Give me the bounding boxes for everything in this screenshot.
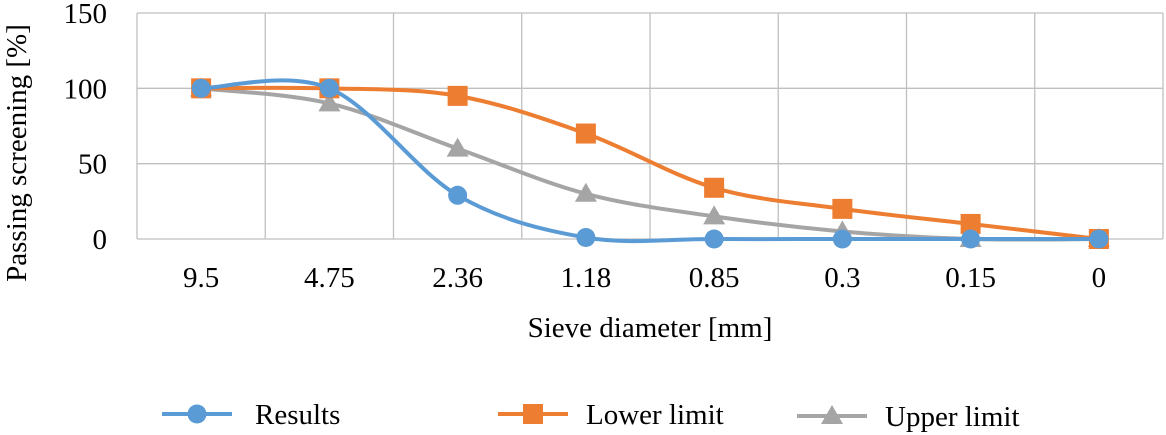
data-point (832, 229, 852, 249)
x-tick-label: 9.5 (183, 262, 219, 294)
legend-marker (523, 404, 543, 424)
series-results (191, 78, 1109, 249)
legend-item: Upper limit (797, 401, 1020, 433)
data-point (191, 78, 211, 98)
x-tick-label: 0.85 (689, 262, 740, 294)
data-point (961, 229, 981, 249)
data-point (1089, 229, 1109, 249)
x-tick-labels: 9.5 4.75 2.36 1.18 0.85 0.3 0.15 0 (183, 262, 1106, 294)
data-point (576, 227, 596, 247)
data-point (832, 198, 853, 219)
data-point (960, 213, 981, 234)
data-point (704, 229, 724, 249)
legend-marker (821, 405, 843, 424)
y-tick-label: 150 (64, 0, 108, 30)
x-tick-label: 0.15 (945, 262, 996, 294)
data-point (574, 182, 597, 202)
series-line (199, 78, 1101, 244)
y-tick-labels: 0 50 100 150 (64, 0, 108, 256)
data-point (447, 85, 468, 106)
x-tick-label: 0 (1092, 262, 1107, 294)
series-line (199, 85, 1101, 241)
y-axis-title: Passing screening [%] (1, 24, 33, 282)
legend-item: Results (162, 399, 340, 431)
y-tick-label: 50 (78, 149, 107, 181)
data-point (703, 205, 726, 225)
series-layer (190, 77, 1110, 249)
data-point (318, 92, 341, 112)
data-point (448, 185, 468, 205)
legend-marker (187, 404, 207, 424)
legend-label: Results (255, 399, 340, 431)
data-point (319, 78, 339, 98)
data-point (704, 177, 725, 198)
legend-label: Lower limit (586, 399, 724, 431)
x-tick-label: 2.36 (432, 262, 483, 294)
x-tick-label: 0.3 (824, 262, 860, 294)
x-tick-label: 4.75 (304, 262, 355, 294)
data-point (446, 137, 469, 157)
y-tick-label: 0 (93, 224, 108, 256)
x-axis-title: Sieve diameter [mm] (528, 312, 773, 344)
y-tick-label: 100 (64, 73, 108, 105)
legend-item: Lower limit (498, 399, 724, 431)
legend: Results Lower limit Upper limit (162, 399, 1020, 433)
legend-label: Upper limit (885, 401, 1020, 433)
data-point (575, 123, 596, 144)
x-tick-label: 1.18 (561, 262, 612, 294)
